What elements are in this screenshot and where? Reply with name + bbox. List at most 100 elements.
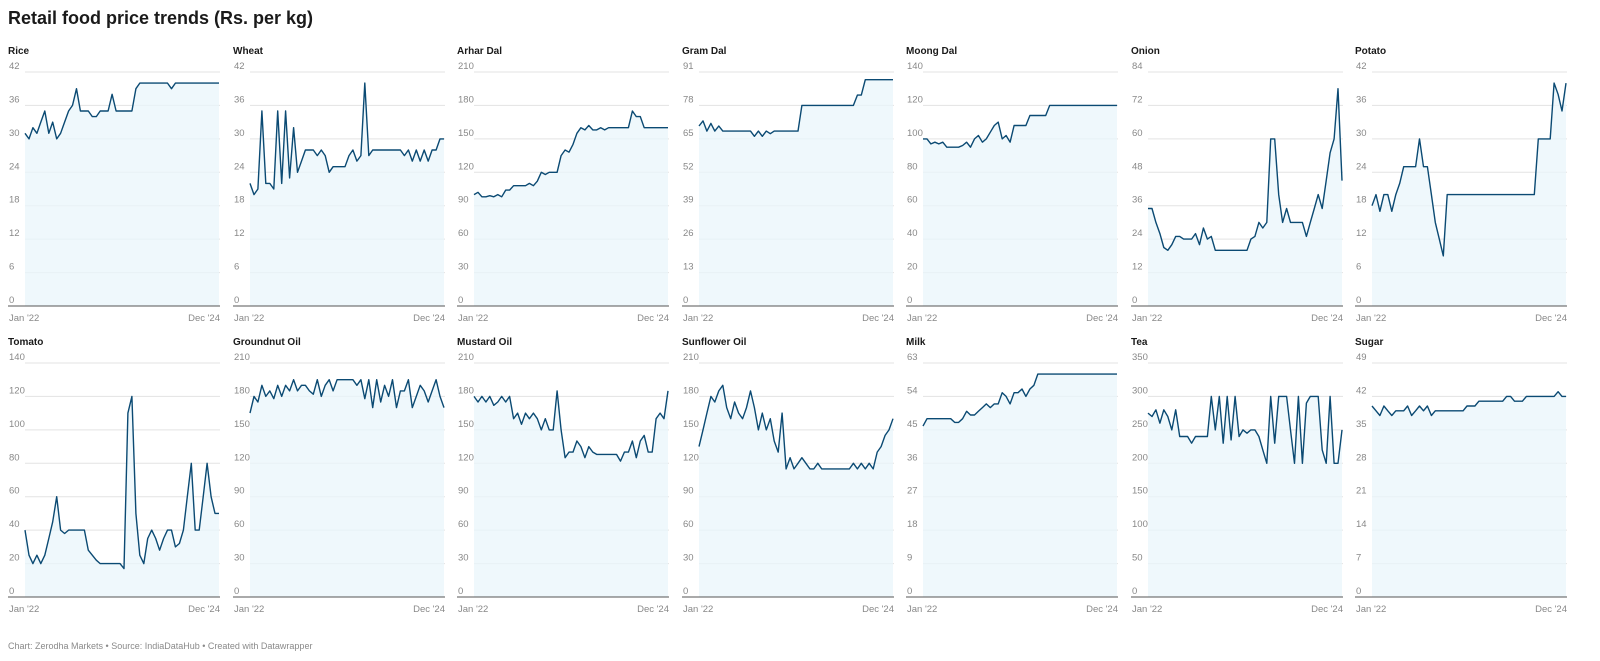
- y-tick-label: 120: [683, 452, 699, 463]
- area-fill: [923, 374, 1117, 597]
- panel-onion: Onion 0 12 24 36 48 60 72 84 Jan '22 Dec '24: [1131, 46, 1343, 324]
- y-tick-label: 27: [907, 486, 918, 497]
- panel-title: Tomato: [8, 337, 43, 348]
- y-tick-label: 30: [9, 128, 20, 139]
- y-tick-label: 36: [1356, 94, 1367, 105]
- y-tick-label: 20: [907, 262, 918, 273]
- y-tick-label: 100: [907, 128, 923, 139]
- x-tick-label-end: Dec '24: [1311, 313, 1343, 324]
- x-tick-label-end: Dec '24: [413, 604, 445, 615]
- y-tick-label: 6: [9, 262, 14, 273]
- y-tick-label: 0: [458, 586, 463, 597]
- y-tick-label: 36: [9, 94, 20, 105]
- x-tick-label-start: Jan '22: [907, 313, 937, 324]
- y-tick-label: 30: [458, 262, 469, 273]
- panel-arhar-dal: Arhar Dal 0 30 60 90 120 150 180 210 Jan '22 Dec '…: [457, 46, 669, 324]
- y-tick-label: 6: [234, 262, 239, 273]
- y-tick-label: 90: [458, 195, 469, 206]
- y-tick-label: 30: [683, 553, 694, 564]
- y-tick-label: 150: [458, 419, 474, 430]
- panel-sugar: Sugar 0 7 14 21 28 35 42 49 Jan '22 Dec '24: [1355, 337, 1567, 615]
- x-tick-label-start: Jan '22: [1356, 604, 1386, 615]
- x-tick-label-end: Dec '24: [862, 313, 894, 324]
- y-tick-label: 48: [1132, 161, 1143, 172]
- y-tick-label: 18: [9, 195, 20, 206]
- x-tick-label-start: Jan '22: [234, 604, 264, 615]
- y-tick-label: 150: [1132, 486, 1148, 497]
- x-tick-label-start: Jan '22: [1132, 313, 1162, 324]
- panel-title: Potato: [1355, 46, 1386, 57]
- y-tick-label: 30: [234, 553, 245, 564]
- area-fill: [923, 105, 1117, 307]
- y-tick-label: 0: [234, 295, 239, 306]
- y-tick-label: 0: [683, 295, 688, 306]
- y-tick-label: 0: [9, 586, 14, 597]
- y-tick-label: 40: [9, 519, 20, 530]
- y-tick-label: 72: [1132, 94, 1143, 105]
- y-tick-label: 60: [458, 519, 469, 530]
- x-tick-label-end: Dec '24: [1535, 313, 1567, 324]
- panel-title: Groundnut Oil: [233, 337, 301, 348]
- y-tick-label: 200: [1132, 452, 1148, 463]
- panel-rice: Rice 0 6 12 18 24 30 36 42 Jan '22 Dec '24: [8, 46, 220, 324]
- y-tick-label: 42: [1356, 61, 1367, 72]
- x-tick-label-end: Dec '24: [637, 604, 669, 615]
- x-tick-label-start: Jan '22: [683, 313, 713, 324]
- y-tick-label: 12: [234, 228, 245, 239]
- x-tick-label-start: Jan '22: [1132, 604, 1162, 615]
- panel-title: Gram Dal: [682, 46, 727, 57]
- y-tick-label: 18: [234, 195, 245, 206]
- y-tick-label: 0: [907, 295, 912, 306]
- x-tick-label-start: Jan '22: [458, 313, 488, 324]
- y-tick-label: 0: [1132, 586, 1137, 597]
- y-tick-label: 60: [1132, 128, 1143, 139]
- y-tick-label: 30: [234, 128, 245, 139]
- x-tick-label-start: Jan '22: [907, 604, 937, 615]
- price-line: [1371, 82, 1567, 257]
- panel-moong-dal: Moong Dal 0 20 40 60 80 100 120 140 Jan '22 Dec '2…: [906, 46, 1118, 324]
- y-tick-label: 80: [9, 452, 20, 463]
- y-tick-label: 6: [1356, 262, 1361, 273]
- y-tick-label: 120: [458, 452, 474, 463]
- y-tick-label: 210: [458, 352, 474, 363]
- y-tick-label: 120: [907, 94, 923, 105]
- y-tick-label: 0: [234, 586, 239, 597]
- y-tick-label: 35: [1356, 419, 1367, 430]
- x-tick-label-start: Jan '22: [458, 604, 488, 615]
- x-tick-label-start: Jan '22: [234, 313, 264, 324]
- y-tick-label: 300: [1132, 385, 1148, 396]
- y-tick-label: 12: [9, 228, 20, 239]
- y-tick-label: 80: [907, 161, 918, 172]
- chart-footer: Chart: Zerodha Markets • Source: IndiaDa…: [8, 641, 313, 651]
- price-line: [922, 373, 1117, 427]
- y-tick-label: 39: [683, 195, 694, 206]
- price-line: [1371, 391, 1566, 417]
- area-fill: [699, 79, 893, 306]
- y-tick-label: 60: [907, 195, 918, 206]
- panel-milk: Milk 0 9 18 27 36 45 54 63 Jan '22 Dec '24: [906, 337, 1118, 615]
- x-tick-label-end: Dec '24: [188, 604, 220, 615]
- area-fill: [250, 83, 444, 306]
- y-tick-label: 24: [1132, 228, 1143, 239]
- price-line: [24, 395, 219, 570]
- y-tick-label: 100: [9, 419, 25, 430]
- y-tick-label: 150: [458, 128, 474, 139]
- price-line: [698, 384, 894, 470]
- y-tick-label: 20: [9, 553, 20, 564]
- y-tick-label: 100: [1132, 519, 1148, 530]
- panel-wheat: Wheat 0 6 12 18 24 30 36 42 Jan '22 Dec '24: [233, 46, 445, 324]
- y-tick-label: 36: [234, 94, 245, 105]
- y-tick-label: 90: [458, 486, 469, 497]
- y-tick-label: 7: [1356, 553, 1361, 564]
- y-tick-label: 140: [907, 61, 923, 72]
- y-tick-label: 78: [683, 94, 694, 105]
- panel-title: Tea: [1131, 337, 1148, 348]
- panel-title: Onion: [1131, 46, 1160, 57]
- y-tick-label: 0: [683, 586, 688, 597]
- price-line: [24, 82, 219, 140]
- panel-title: Mustard Oil: [457, 337, 512, 348]
- y-tick-label: 90: [683, 486, 694, 497]
- y-tick-label: 0: [458, 295, 463, 306]
- price-line: [1147, 395, 1343, 464]
